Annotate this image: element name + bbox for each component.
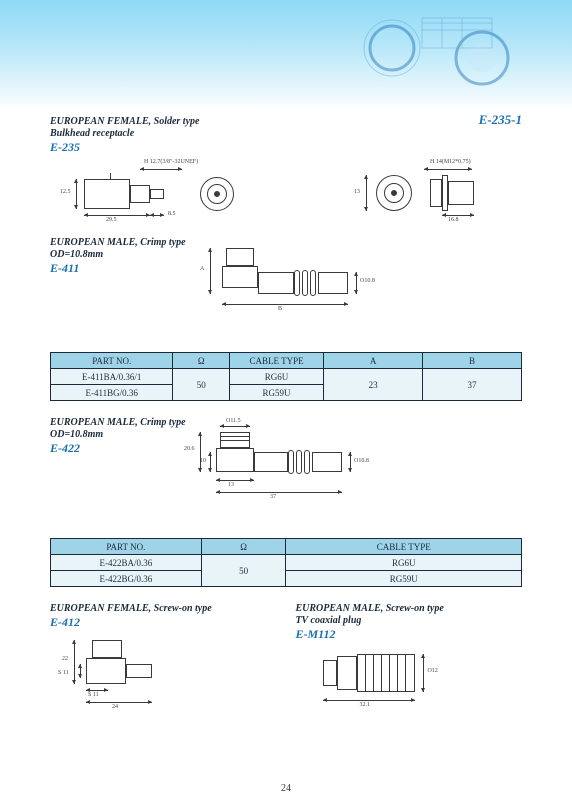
section-e412-em112: EUROPEAN FEMALE, Screw-on type E-412 22 … bbox=[50, 603, 522, 716]
th-ohm: Ω bbox=[201, 539, 286, 555]
e235-title-line1: EUROPEAN FEMALE, Solder type bbox=[50, 116, 199, 128]
th-cable: CABLE TYPE bbox=[229, 353, 323, 369]
th-b: B bbox=[423, 353, 522, 369]
e412-title-line1: EUROPEAN FEMALE, Screw-on type bbox=[50, 603, 277, 615]
table-cell: E-411BG/0.36 bbox=[51, 385, 173, 401]
page-number: 24 bbox=[0, 783, 572, 794]
e422-diagram: O11.5 20.6 10 O10.8 13 37 bbox=[50, 456, 522, 532]
e411-diagram: A O10.8 B bbox=[50, 276, 522, 346]
table-cell: RG59U bbox=[229, 385, 323, 401]
table-cell: 50 bbox=[201, 555, 286, 587]
em112-title-line2: TV coaxial plug bbox=[295, 615, 522, 627]
e412-diagram: 22 S 11 S 11 24 bbox=[50, 634, 210, 714]
table-cell: RG59U bbox=[286, 571, 522, 587]
table-cell: 23 bbox=[324, 369, 423, 401]
e412-code: E-412 bbox=[50, 615, 277, 630]
e422-table: PART NO. Ω CABLE TYPE E-422BA/0.36 50 RG… bbox=[50, 538, 522, 587]
e235-code: E-235 bbox=[50, 140, 199, 155]
table-cell: 37 bbox=[423, 369, 522, 401]
e235-title-line2: Bulkhead receptacle bbox=[50, 128, 199, 140]
th-ohm: Ω bbox=[173, 353, 230, 369]
th-partno: PART NO. bbox=[51, 539, 202, 555]
section-e235-header: EUROPEAN FEMALE, Solder type Bulkhead re… bbox=[50, 110, 522, 155]
table-cell: E-422BG/0.36 bbox=[51, 571, 202, 587]
em112-code: E-M112 bbox=[295, 627, 522, 642]
table-cell: E-411BA/0.36/1 bbox=[51, 369, 173, 385]
header-ref: E-235-1 bbox=[479, 112, 522, 128]
e411-table: PART NO. Ω CABLE TYPE A B E-411BA/0.36/1… bbox=[50, 352, 522, 401]
th-cable: CABLE TYPE bbox=[286, 539, 522, 555]
th-a: A bbox=[324, 353, 423, 369]
table-cell: RG6U bbox=[229, 369, 323, 385]
table-cell: RG6U bbox=[286, 555, 522, 571]
table-cell: E-422BA/0.36 bbox=[51, 555, 202, 571]
th-partno: PART NO. bbox=[51, 353, 173, 369]
e235-diagram-a: H 12.7(3/8"-32UNEF) 12.5 29.5 8.5 bbox=[50, 159, 250, 225]
table-cell: 50 bbox=[173, 369, 230, 401]
em112-title-line1: EUROPEAN MALE, Screw-on type bbox=[295, 603, 522, 615]
em112-diagram: O12 32.1 bbox=[295, 646, 475, 716]
header-decoration bbox=[362, 8, 542, 88]
e235-diagram-b: H 14(M12*0.75) 13 16.8 bbox=[352, 159, 522, 225]
page-content: EUROPEAN FEMALE, Solder type Bulkhead re… bbox=[0, 110, 572, 800]
